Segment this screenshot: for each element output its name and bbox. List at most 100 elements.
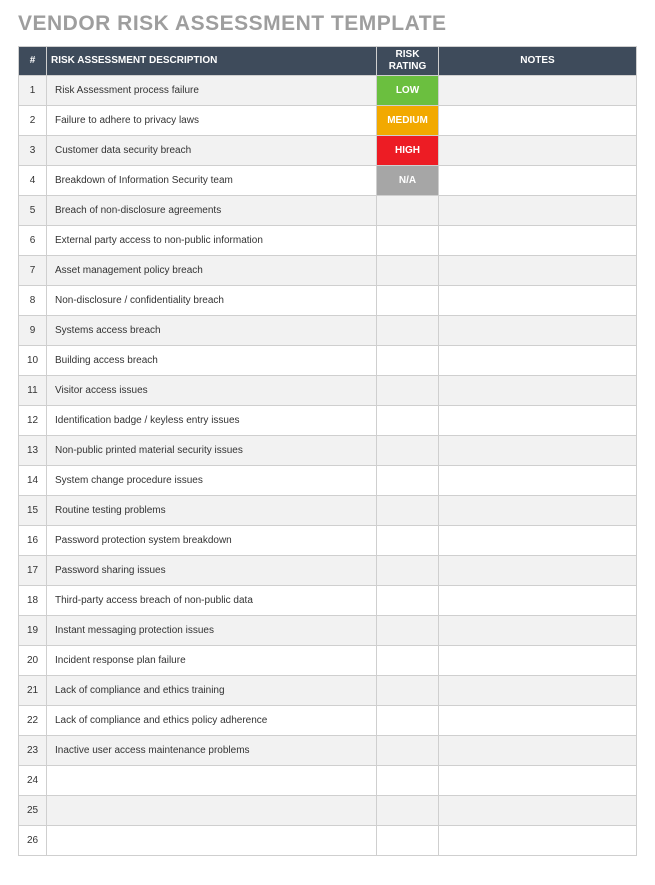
table-row: 19Instant messaging protection issues bbox=[19, 616, 637, 646]
cell-desc: External party access to non-public info… bbox=[47, 226, 377, 256]
cell-notes bbox=[439, 466, 637, 496]
cell-rating bbox=[377, 376, 439, 406]
cell-rating bbox=[377, 316, 439, 346]
cell-num: 25 bbox=[19, 796, 47, 826]
cell-rating bbox=[377, 826, 439, 856]
cell-notes bbox=[439, 226, 637, 256]
rating-badge: HIGH bbox=[377, 136, 438, 165]
cell-rating: HIGH bbox=[377, 136, 439, 166]
cell-num: 10 bbox=[19, 346, 47, 376]
cell-rating bbox=[377, 226, 439, 256]
cell-notes bbox=[439, 196, 637, 226]
cell-desc: Building access breach bbox=[47, 346, 377, 376]
header-desc: RISK ASSESSMENT DESCRIPTION bbox=[47, 47, 377, 76]
cell-desc bbox=[47, 766, 377, 796]
cell-desc: Third-party access breach of non-public … bbox=[47, 586, 377, 616]
cell-rating bbox=[377, 736, 439, 766]
cell-desc: Non-public printed material security iss… bbox=[47, 436, 377, 466]
table-row: 4Breakdown of Information Security teamN… bbox=[19, 166, 637, 196]
cell-notes bbox=[439, 616, 637, 646]
cell-desc: Asset management policy breach bbox=[47, 256, 377, 286]
cell-num: 3 bbox=[19, 136, 47, 166]
cell-desc: Inactive user access maintenance problem… bbox=[47, 736, 377, 766]
cell-num: 12 bbox=[19, 406, 47, 436]
cell-desc: Non-disclosure / confidentiality breach bbox=[47, 286, 377, 316]
cell-num: 21 bbox=[19, 676, 47, 706]
cell-desc: Breakdown of Information Security team bbox=[47, 166, 377, 196]
table-row: 20Incident response plan failure bbox=[19, 646, 637, 676]
cell-notes bbox=[439, 736, 637, 766]
cell-desc: Customer data security breach bbox=[47, 136, 377, 166]
table-row: 26 bbox=[19, 826, 637, 856]
table-row: 24 bbox=[19, 766, 637, 796]
cell-rating bbox=[377, 406, 439, 436]
cell-num: 13 bbox=[19, 436, 47, 466]
cell-num: 22 bbox=[19, 706, 47, 736]
cell-rating: MEDIUM bbox=[377, 106, 439, 136]
cell-num: 1 bbox=[19, 76, 47, 106]
table-row: 18Third-party access breach of non-publi… bbox=[19, 586, 637, 616]
table-row: 2Failure to adhere to privacy lawsMEDIUM bbox=[19, 106, 637, 136]
cell-notes bbox=[439, 376, 637, 406]
table-row: 10Building access breach bbox=[19, 346, 637, 376]
cell-notes bbox=[439, 556, 637, 586]
table-row: 6External party access to non-public inf… bbox=[19, 226, 637, 256]
table-row: 12Identification badge / keyless entry i… bbox=[19, 406, 637, 436]
cell-rating bbox=[377, 616, 439, 646]
cell-desc: Instant messaging protection issues bbox=[47, 616, 377, 646]
cell-rating bbox=[377, 346, 439, 376]
cell-rating bbox=[377, 766, 439, 796]
cell-desc: Incident response plan failure bbox=[47, 646, 377, 676]
risk-table: # RISK ASSESSMENT DESCRIPTION RISK RATIN… bbox=[18, 46, 637, 856]
cell-notes bbox=[439, 766, 637, 796]
cell-rating bbox=[377, 466, 439, 496]
cell-notes bbox=[439, 136, 637, 166]
table-row: 5Breach of non-disclosure agreements bbox=[19, 196, 637, 226]
table-row: 23Inactive user access maintenance probl… bbox=[19, 736, 637, 766]
cell-rating bbox=[377, 676, 439, 706]
cell-num: 20 bbox=[19, 646, 47, 676]
cell-notes bbox=[439, 286, 637, 316]
cell-rating bbox=[377, 286, 439, 316]
table-header-row: # RISK ASSESSMENT DESCRIPTION RISK RATIN… bbox=[19, 47, 637, 76]
cell-notes bbox=[439, 316, 637, 346]
cell-rating bbox=[377, 196, 439, 226]
table-row: 21Lack of compliance and ethics training bbox=[19, 676, 637, 706]
cell-num: 2 bbox=[19, 106, 47, 136]
cell-desc: Password sharing issues bbox=[47, 556, 377, 586]
table-row: 7Asset management policy breach bbox=[19, 256, 637, 286]
cell-rating bbox=[377, 496, 439, 526]
cell-rating bbox=[377, 556, 439, 586]
cell-notes bbox=[439, 496, 637, 526]
cell-notes bbox=[439, 586, 637, 616]
cell-desc: Risk Assessment process failure bbox=[47, 76, 377, 106]
cell-notes bbox=[439, 106, 637, 136]
cell-desc: Lack of compliance and ethics policy adh… bbox=[47, 706, 377, 736]
cell-num: 16 bbox=[19, 526, 47, 556]
cell-rating bbox=[377, 646, 439, 676]
cell-num: 18 bbox=[19, 586, 47, 616]
cell-notes bbox=[439, 436, 637, 466]
header-rating: RISK RATING bbox=[377, 47, 439, 76]
table-row: 8Non-disclosure / confidentiality breach bbox=[19, 286, 637, 316]
table-row: 14System change procedure issues bbox=[19, 466, 637, 496]
cell-desc: Breach of non-disclosure agreements bbox=[47, 196, 377, 226]
cell-num: 7 bbox=[19, 256, 47, 286]
cell-notes bbox=[439, 826, 637, 856]
table-row: 25 bbox=[19, 796, 637, 826]
cell-num: 8 bbox=[19, 286, 47, 316]
rating-badge: MEDIUM bbox=[377, 106, 438, 135]
cell-desc: Identification badge / keyless entry iss… bbox=[47, 406, 377, 436]
cell-rating: N/A bbox=[377, 166, 439, 196]
cell-desc bbox=[47, 796, 377, 826]
cell-notes bbox=[439, 796, 637, 826]
cell-notes bbox=[439, 706, 637, 736]
cell-desc: Lack of compliance and ethics training bbox=[47, 676, 377, 706]
table-row: 22Lack of compliance and ethics policy a… bbox=[19, 706, 637, 736]
cell-desc: System change procedure issues bbox=[47, 466, 377, 496]
cell-num: 19 bbox=[19, 616, 47, 646]
table-row: 17Password sharing issues bbox=[19, 556, 637, 586]
cell-notes bbox=[439, 256, 637, 286]
header-num: # bbox=[19, 47, 47, 76]
cell-rating bbox=[377, 706, 439, 736]
